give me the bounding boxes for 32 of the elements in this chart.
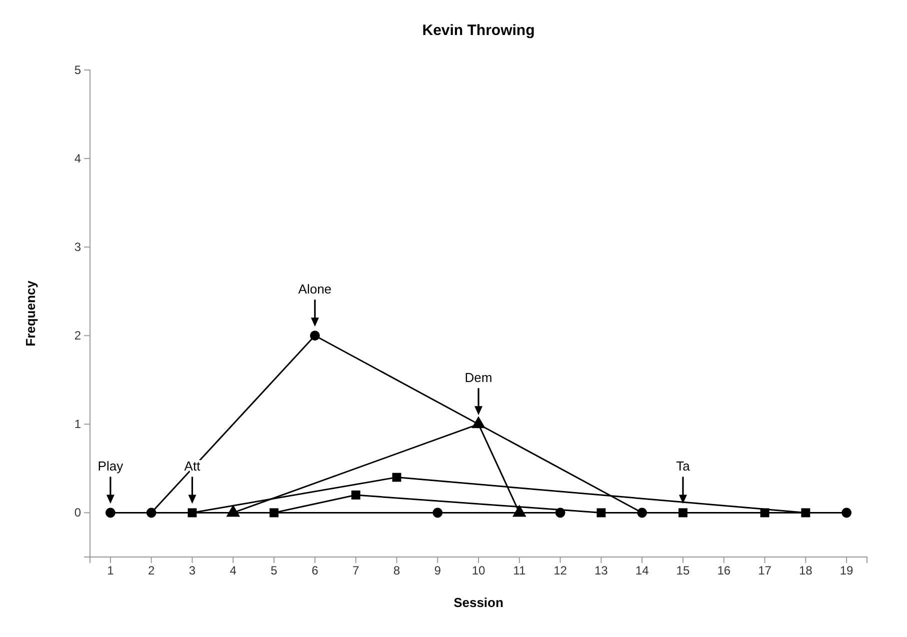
x-tick-label: 2 xyxy=(148,564,155,578)
y-tick-label: 1 xyxy=(74,417,82,432)
x-tick-label: 12 xyxy=(554,564,568,578)
y-tick-label: 5 xyxy=(74,62,82,77)
x-tick-label: 6 xyxy=(312,564,319,578)
y-axis-title: Frequency xyxy=(23,280,38,346)
x-tick-label: 15 xyxy=(676,564,690,578)
x-tick-label: 5 xyxy=(270,564,278,578)
x-tick-label: 8 xyxy=(393,564,400,578)
x-tick-label: 3 xyxy=(188,564,196,578)
y-tick-label: 2 xyxy=(74,328,82,342)
x-tick-label: 4 xyxy=(230,564,237,578)
x-tick-label: 16 xyxy=(717,564,731,578)
x-tick-label: 1 xyxy=(107,564,114,578)
y-tick-label: 4 xyxy=(74,151,82,166)
y-tick-label: 3 xyxy=(74,240,82,254)
chart-title: Kevin Throwing xyxy=(422,22,535,39)
x-tick-label: 7 xyxy=(352,564,360,578)
annotation: Ta xyxy=(676,458,691,474)
annotation: Dem xyxy=(464,370,492,386)
y-tick-label: 0 xyxy=(74,506,82,520)
x-tick-label: 11 xyxy=(513,564,526,578)
x-tick-label: 18 xyxy=(798,564,813,578)
x-tick-label: 14 xyxy=(635,564,650,578)
annotation: Alone xyxy=(298,282,332,297)
x-axis-title: Session xyxy=(454,595,504,610)
x-tick-label: 10 xyxy=(472,564,486,578)
x-tick-label: 13 xyxy=(594,564,608,578)
annotation: Play xyxy=(98,458,124,474)
x-tick-label: 17 xyxy=(758,564,772,578)
x-tick-label: 19 xyxy=(840,564,854,578)
x-tick-label: 9 xyxy=(434,564,442,578)
